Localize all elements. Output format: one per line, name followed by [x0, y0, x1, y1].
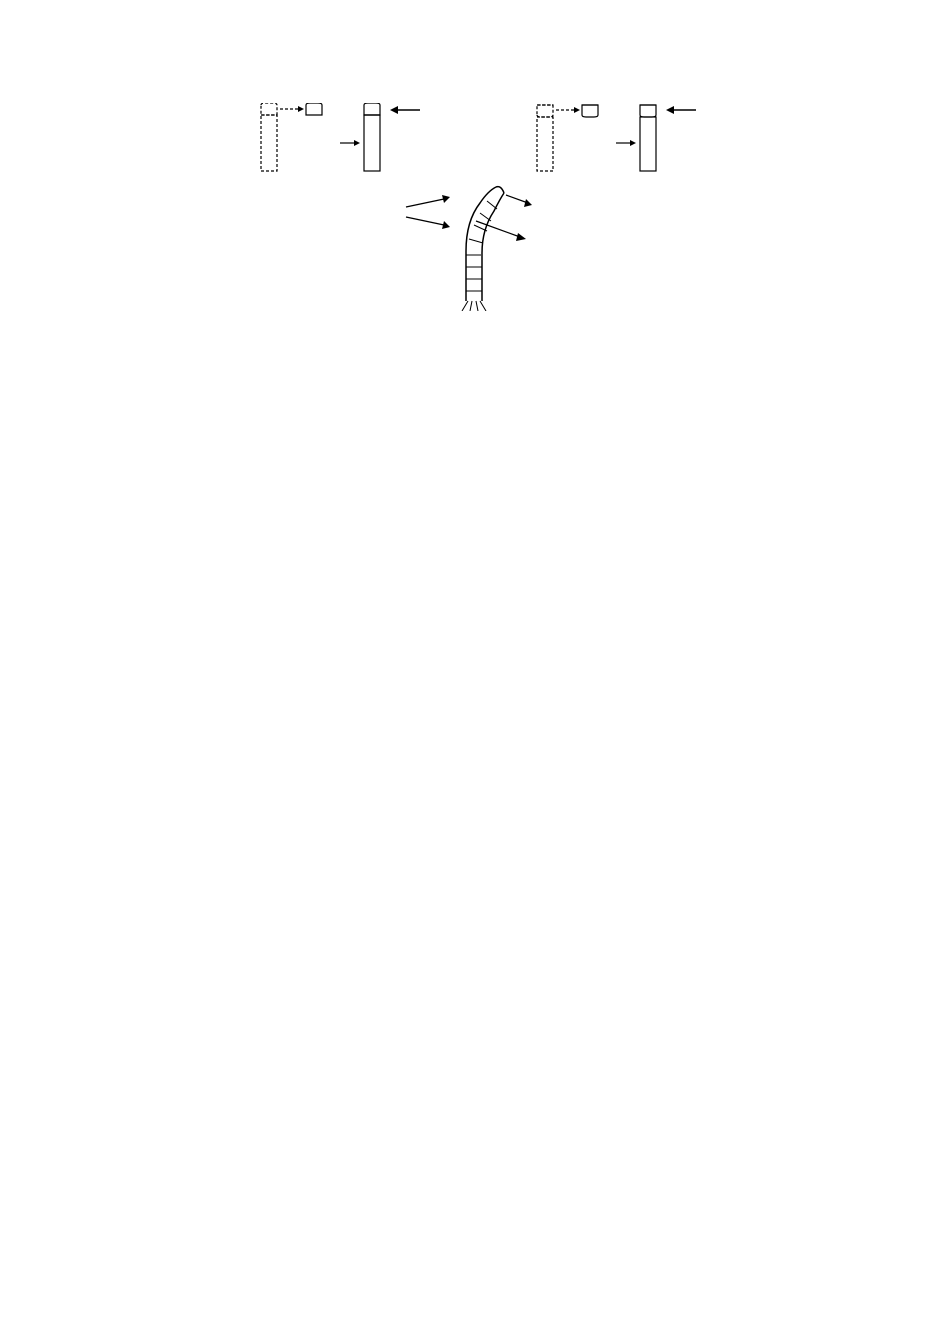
experiment-group-right	[530, 103, 696, 163]
tube-bprime	[616, 103, 660, 181]
light-arrow-right	[666, 103, 696, 117]
tube-b-with-tip	[530, 103, 602, 181]
tube-aprime	[340, 103, 384, 181]
experiment-group-left	[254, 103, 420, 163]
light-arrow-left	[390, 103, 420, 117]
q7-bending-diagram	[130, 181, 820, 311]
tube-a-with-tip	[254, 103, 326, 181]
q9-chart	[130, 327, 820, 557]
q5-experiment-diagram	[130, 103, 820, 163]
